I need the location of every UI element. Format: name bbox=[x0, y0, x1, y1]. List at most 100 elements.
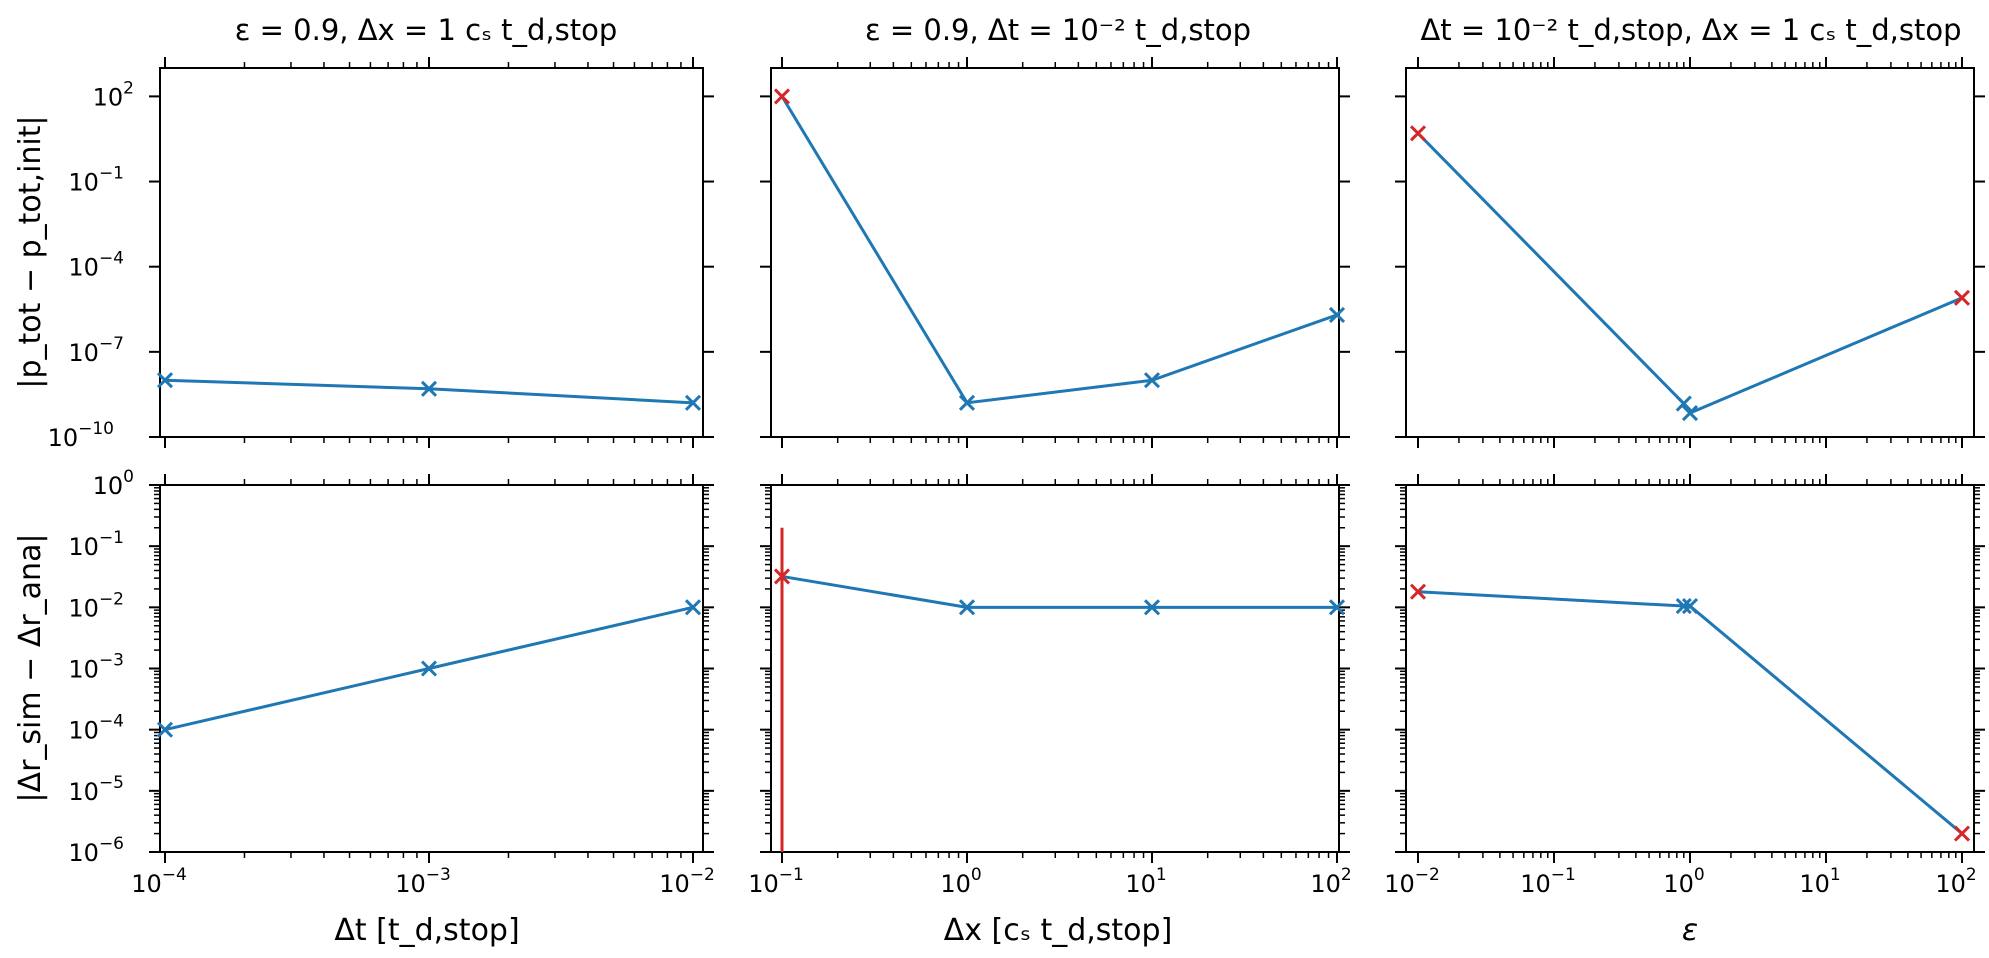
x-tick-exponent: −1 bbox=[779, 865, 804, 885]
data-point bbox=[773, 88, 791, 105]
data-point bbox=[156, 721, 174, 738]
data-point bbox=[958, 394, 976, 411]
data-point bbox=[958, 599, 976, 616]
y-tick-exponent: −1 bbox=[99, 164, 124, 184]
data-point bbox=[684, 394, 702, 411]
y-tick-label: 100 bbox=[93, 467, 134, 500]
marker-stroke bbox=[773, 88, 791, 105]
x-tick-exponent: −2 bbox=[1415, 865, 1440, 885]
marker-stroke bbox=[684, 394, 702, 411]
y-tick-exponent: −2 bbox=[99, 589, 124, 609]
y-tick-label: 10−1 bbox=[68, 528, 124, 561]
data-point bbox=[1675, 597, 1692, 615]
axes-frame bbox=[770, 484, 1340, 853]
y-tick-label: 10−4 bbox=[68, 712, 124, 745]
x-tick-label: 101 bbox=[1799, 865, 1840, 898]
data-point bbox=[773, 568, 791, 585]
x-tick-label: 100 bbox=[940, 865, 981, 898]
marker-stroke bbox=[156, 721, 174, 738]
marker-stroke bbox=[156, 372, 174, 389]
x-tick-label: 102 bbox=[1935, 865, 1976, 898]
series-line bbox=[164, 378, 694, 405]
y-tick-exponent: 2 bbox=[123, 78, 134, 98]
x-tick-label: 100 bbox=[1663, 865, 1704, 898]
y-tick-exponent: −4 bbox=[99, 712, 124, 732]
x-tick-exponent: 0 bbox=[971, 865, 982, 885]
panel-p_dt: 102 10−1 10−4 10−7 10−10 bbox=[48, 57, 714, 452]
x-tick-exponent: 0 bbox=[1694, 865, 1705, 885]
x-tick-label: 10−3 bbox=[395, 865, 451, 898]
x-tick-exponent: −3 bbox=[426, 865, 451, 885]
marker-stroke bbox=[1675, 597, 1692, 615]
y-tick-exponent: −10 bbox=[78, 419, 114, 439]
x-tick-exponent: −1 bbox=[1551, 865, 1576, 885]
axes-frame bbox=[770, 67, 1340, 438]
panel-r_dx: 10−1 100 101 102 bbox=[748, 474, 1352, 898]
marker-stroke bbox=[420, 660, 438, 677]
marker-stroke bbox=[773, 568, 791, 585]
x-tick-exponent: 2 bbox=[1341, 865, 1352, 885]
panel-p_eps bbox=[1395, 57, 1985, 448]
y-tick-exponent: 0 bbox=[123, 467, 134, 487]
y-tick-exponent: −5 bbox=[99, 773, 124, 793]
axes-frame bbox=[1405, 67, 1975, 438]
data-point bbox=[1681, 597, 1699, 615]
axes-frame bbox=[159, 67, 704, 438]
data-point bbox=[420, 660, 438, 677]
marker-stroke bbox=[1409, 583, 1427, 600]
marker-stroke bbox=[958, 394, 976, 411]
panel-r_eps: 10−2 1 0 −1 100 101 102 bbox=[1384, 474, 1985, 898]
title-eps-panel: Δt = 10⁻² t_d,stop, Δx = 1 cₛ t_d,stop bbox=[1420, 13, 1961, 47]
marker-stroke bbox=[1328, 306, 1346, 323]
x-tick-label: 102 bbox=[1310, 865, 1351, 898]
title-dx-panel: ε = 0.9, Δt = 10⁻² t_d,stop bbox=[865, 13, 1251, 47]
y-tick-exponent: −3 bbox=[99, 651, 124, 671]
xlabel-dx: Δx [cₛ t_d,stop] bbox=[944, 913, 1173, 948]
data-point bbox=[1409, 125, 1427, 142]
panel-r_dt: 10−4 10−3 10−2 100 10−1 10−2 10−3 10−4 10−5 10−6 bbox=[68, 467, 714, 898]
y-tick-label: 10−1 bbox=[68, 164, 124, 197]
x-tick-label: 10−2 bbox=[659, 865, 715, 898]
y-tick-label: 10−6 bbox=[68, 834, 124, 867]
series-line bbox=[1417, 590, 1963, 835]
xlabel-dt: Δt [t_d,stop] bbox=[334, 913, 519, 948]
data-point bbox=[1681, 404, 1699, 422]
series-line bbox=[1416, 132, 1963, 415]
x-tick-exponent: −4 bbox=[162, 865, 187, 885]
y-tick-label: 102 bbox=[93, 78, 134, 111]
y-tick-label: 10−5 bbox=[68, 773, 124, 806]
marker-stroke bbox=[1328, 599, 1346, 616]
y-tick-exponent: −4 bbox=[99, 249, 124, 269]
x-tick-label: 10−1 bbox=[748, 865, 804, 898]
xlabel-eps: ε bbox=[1682, 913, 1698, 948]
x-tick-label: 10−2 bbox=[1384, 865, 1440, 898]
y-tick-exponent: −1 bbox=[99, 528, 124, 548]
data-point bbox=[1675, 395, 1692, 412]
x-tick-exponent: 2 bbox=[1966, 865, 1977, 885]
y-tick-label: 10−10 bbox=[48, 419, 114, 452]
ylabel-displacement: |Δr_sim − Δr_ana| bbox=[13, 533, 48, 802]
series-line bbox=[780, 95, 1338, 405]
panel-p_dx bbox=[760, 57, 1350, 448]
marker-stroke bbox=[1953, 825, 1971, 842]
marker-stroke bbox=[1675, 395, 1692, 412]
x-tick-exponent: 1 bbox=[1830, 865, 1841, 885]
data-point bbox=[1409, 583, 1427, 600]
data-point bbox=[1953, 825, 1971, 842]
data-point bbox=[1143, 599, 1161, 616]
marker-stroke bbox=[1681, 597, 1699, 615]
marker-stroke bbox=[1143, 372, 1161, 389]
y-tick-exponent: −7 bbox=[99, 334, 124, 354]
title-dt-panel: ε = 0.9, Δx = 1 cₛ t_d,stop bbox=[235, 13, 617, 47]
marker-stroke bbox=[1143, 599, 1161, 616]
data-point bbox=[420, 380, 438, 397]
x-tick-exponent: −2 bbox=[690, 865, 715, 885]
marker-stroke bbox=[1681, 404, 1699, 422]
y-tick-label: 10−4 bbox=[68, 249, 124, 282]
data-point bbox=[156, 372, 174, 389]
y-tick-exponent: −6 bbox=[99, 834, 124, 854]
series-line bbox=[781, 574, 1337, 609]
data-point bbox=[684, 599, 702, 616]
y-tick-label: 10−2 bbox=[68, 589, 124, 622]
